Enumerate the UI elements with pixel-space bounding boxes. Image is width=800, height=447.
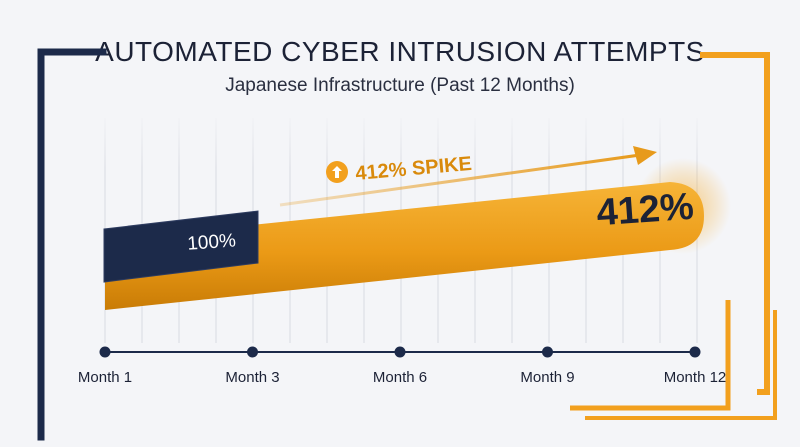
x-tick-marker — [247, 346, 258, 358]
chart-subtitle: Japanese Infrastructure (Past 12 Months) — [225, 75, 575, 96]
start-value-label: 100% — [187, 230, 237, 254]
x-tick-marker — [394, 346, 406, 358]
up-arrow-glyph — [332, 166, 342, 178]
x-tick-label: Month 6 — [373, 369, 427, 386]
frame-decoration — [37, 48, 777, 441]
x-tick-label: Month 12 — [664, 369, 727, 386]
baseline-block — [103, 210, 259, 283]
growth-band — [105, 182, 704, 310]
x-tick-label: Month 3 — [225, 369, 279, 386]
x-tick-label: Month 9 — [520, 369, 574, 386]
x-tick-marker — [542, 346, 553, 358]
chart-title: AUTOMATED CYBER INTRUSION ATTEMPTS — [95, 36, 705, 67]
trend-arrow-line — [279, 153, 641, 207]
x-tick-marker — [99, 346, 111, 358]
x-tick-label: Month 1 — [78, 369, 132, 386]
trend-arrow-head — [633, 146, 657, 165]
end-value-label: 412% — [595, 186, 695, 235]
x-tick-marker — [689, 346, 701, 358]
